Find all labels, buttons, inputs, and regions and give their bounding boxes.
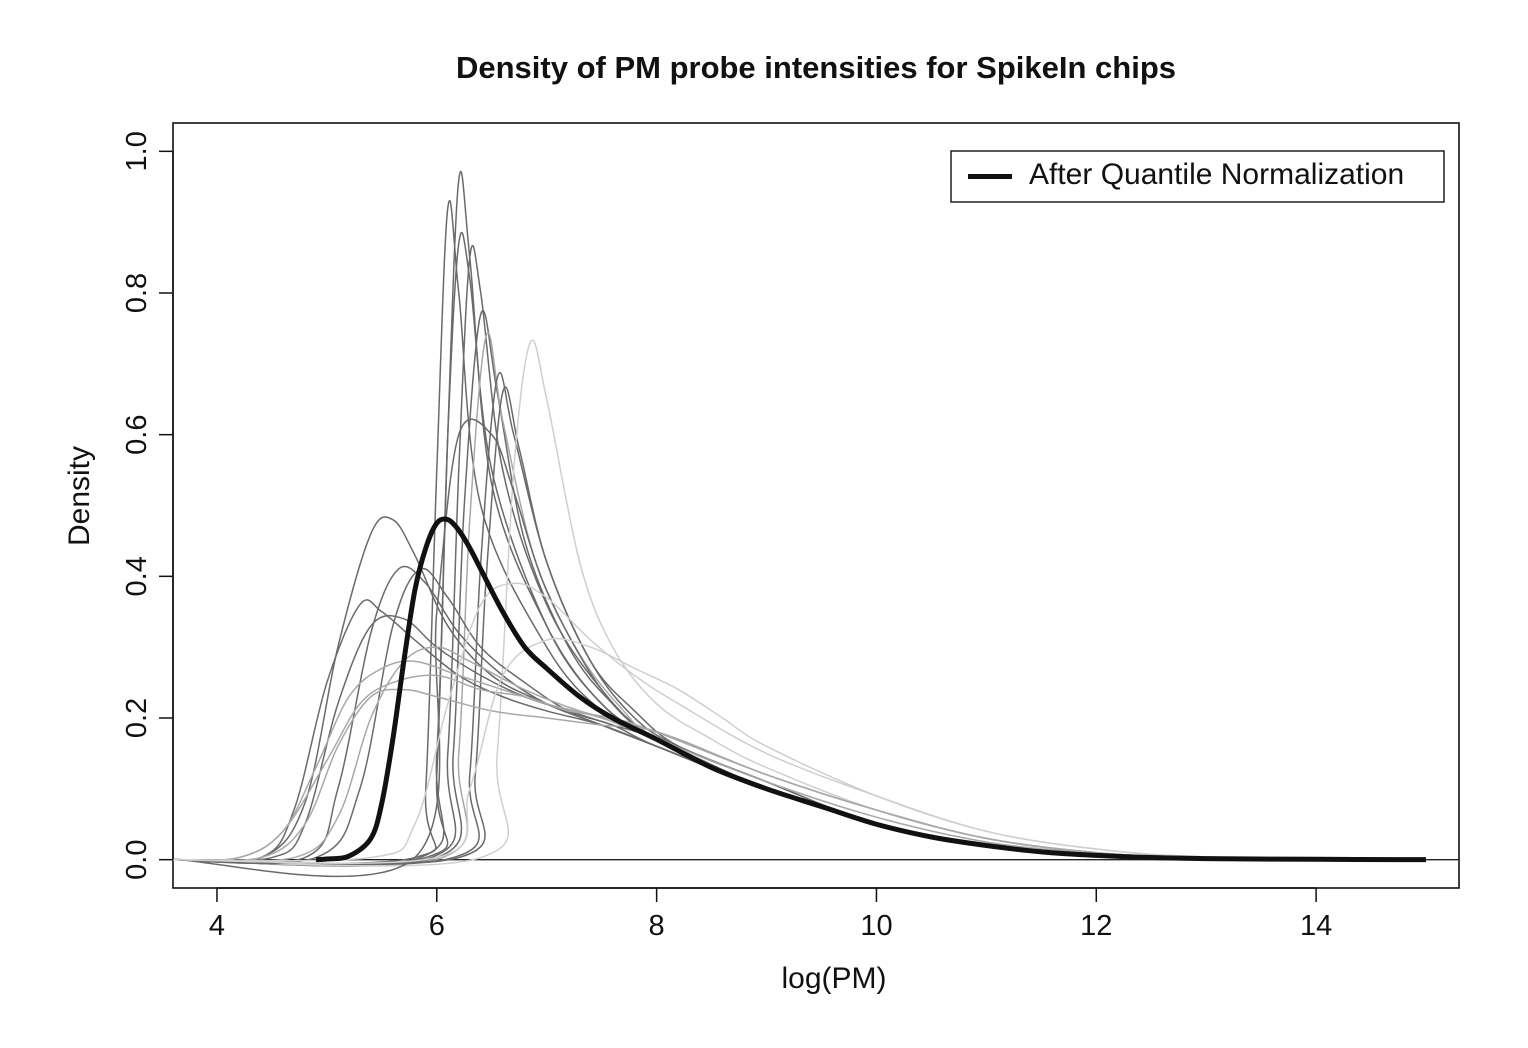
chip-density-line-20 bbox=[172, 582, 1427, 862]
x-tick-label: 8 bbox=[649, 910, 665, 942]
x-axis: 4 6 8 10 12 14 bbox=[209, 887, 1332, 942]
legend-box bbox=[950, 150, 1445, 203]
chip-density-line-1 bbox=[172, 170, 1427, 866]
normalized-density-line bbox=[315, 516, 1427, 863]
chip-density-line-7 bbox=[172, 371, 1427, 866]
chip-density-line-13 bbox=[172, 614, 1427, 862]
x-tick-label: 14 bbox=[1300, 910, 1332, 942]
x-axis-label: log(PM) bbox=[781, 962, 886, 995]
chip-density-line-14 bbox=[172, 565, 1427, 865]
chip-density-line-16 bbox=[172, 660, 1427, 862]
y-tick-label: 0.8 bbox=[121, 273, 153, 313]
chip-density-line-12 bbox=[172, 599, 1427, 863]
x-tick-label: 12 bbox=[1080, 910, 1112, 942]
y-axis: 0.0 0.2 0.4 0.6 0.8 1.0 bbox=[121, 131, 174, 880]
y-tick-label: 1.0 bbox=[121, 131, 153, 171]
y-axis-label: Density bbox=[63, 446, 96, 546]
chip-density-lines bbox=[172, 170, 1427, 878]
chip-density-line-4 bbox=[172, 244, 1427, 867]
chip-density-line-2 bbox=[172, 199, 1427, 865]
chart-title: Density of PM probe intensities for Spik… bbox=[456, 50, 1176, 85]
y-tick-label: 0.2 bbox=[121, 698, 153, 738]
chip-density-line-15 bbox=[172, 567, 1427, 865]
x-tick-label: 10 bbox=[860, 910, 892, 942]
chip-density-line-10 bbox=[172, 418, 1427, 878]
chip-density-line-18 bbox=[172, 688, 1427, 862]
y-tick-label: 0.0 bbox=[121, 840, 153, 880]
chip-density-line-3 bbox=[172, 231, 1427, 867]
normalized-density-line-group bbox=[315, 516, 1427, 863]
y-tick-label: 0.4 bbox=[121, 556, 153, 596]
x-tick-label: 4 bbox=[209, 910, 225, 942]
chip-density-line-11 bbox=[172, 516, 1427, 864]
legend: After Quantile Normalization bbox=[950, 150, 1445, 203]
chip-density-line-21 bbox=[172, 637, 1427, 865]
y-tick-label: 0.6 bbox=[121, 415, 153, 455]
x-tick-label: 6 bbox=[429, 910, 445, 942]
legend-label: After Quantile Normalization bbox=[1029, 158, 1404, 191]
